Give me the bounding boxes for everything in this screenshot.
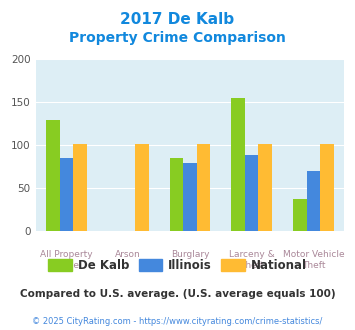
Text: Motor Vehicle
Theft: Motor Vehicle Theft — [283, 250, 344, 270]
Text: Property Crime Comparison: Property Crime Comparison — [69, 31, 286, 45]
Bar — [231, 98, 245, 231]
Legend: De Kalb, Illinois, National: De Kalb, Illinois, National — [44, 254, 311, 277]
Text: Arson: Arson — [115, 250, 141, 259]
Bar — [135, 144, 148, 231]
Bar — [320, 144, 334, 231]
Text: Compared to U.S. average. (U.S. average equals 100): Compared to U.S. average. (U.S. average … — [20, 289, 335, 299]
Text: Larceny &
Theft: Larceny & Theft — [229, 250, 274, 270]
Bar — [307, 171, 320, 231]
Bar — [197, 144, 210, 231]
Text: All Property
Crime: All Property Crime — [40, 250, 93, 270]
Bar — [245, 155, 258, 231]
Bar — [293, 199, 307, 231]
Bar — [60, 158, 73, 231]
Bar — [73, 144, 87, 231]
Bar — [170, 158, 183, 231]
Text: © 2025 CityRating.com - https://www.cityrating.com/crime-statistics/: © 2025 CityRating.com - https://www.city… — [32, 317, 323, 326]
Text: 2017 De Kalb: 2017 De Kalb — [120, 12, 235, 26]
Bar — [46, 120, 60, 231]
Bar — [183, 163, 197, 231]
Text: Burglary: Burglary — [171, 250, 209, 259]
Bar — [258, 144, 272, 231]
